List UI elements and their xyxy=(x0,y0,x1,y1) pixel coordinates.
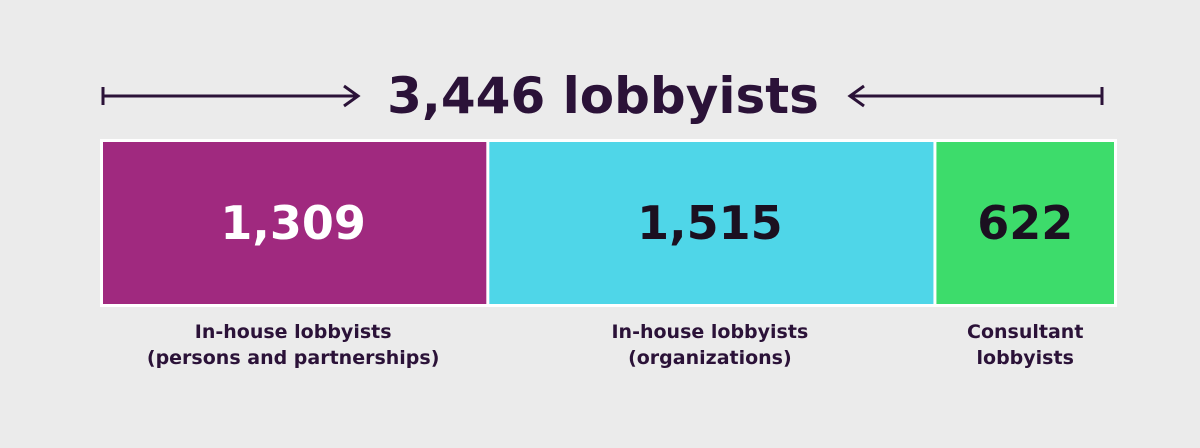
category-label-3: Consultant lobbyists xyxy=(967,321,1083,369)
bar-segments: 1,309 1,515 622 xyxy=(100,139,1117,307)
category-label-2: In-house lobbyists (organizations) xyxy=(611,321,808,369)
bar-segment-2 xyxy=(489,142,934,304)
bar-segment-1 xyxy=(103,142,487,304)
span-arrows xyxy=(101,84,1104,108)
chart-title: 3,446 lobbyists xyxy=(387,67,819,125)
category-labels: In-house lobbyists (persons and partnersh… xyxy=(147,321,1084,369)
left-arrow-head xyxy=(343,84,361,108)
bar-value-label-1: 1,309 xyxy=(220,196,366,250)
bar-value-label-3: 622 xyxy=(977,196,1073,250)
bar-segment-3 xyxy=(936,142,1114,304)
right-arrow-head xyxy=(847,84,865,108)
bar-value-label-2: 1,515 xyxy=(637,196,783,250)
category-label-1: In-house lobbyists (persons and partnersh… xyxy=(147,321,440,369)
